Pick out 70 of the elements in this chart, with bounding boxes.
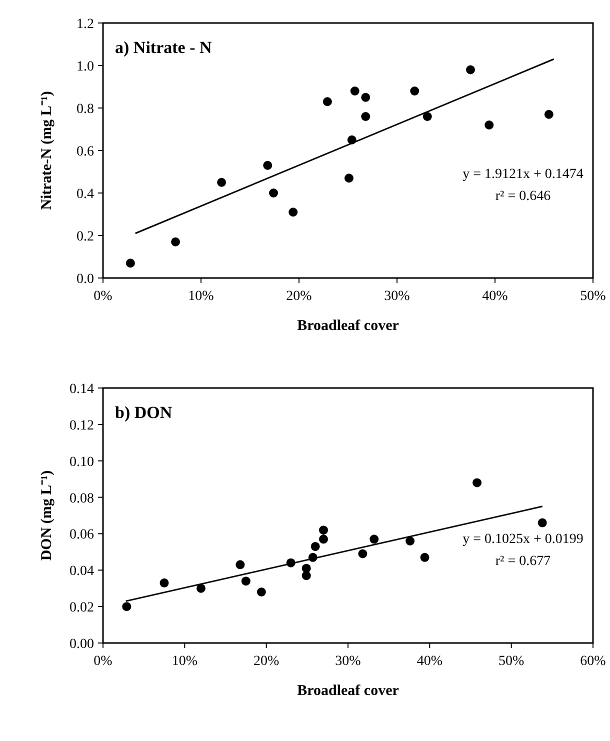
x-tick-label: 20% [286,289,312,304]
y-tick-label: 1.0 [76,60,94,74]
annotation: r² = 0.646 [495,189,551,204]
y-tick-label: 0.14 [70,382,94,397]
point [484,120,494,130]
y-tick-label: 0.4 [76,187,94,202]
x-tick-label: 20% [253,654,280,669]
x-tick-label: 0% [94,654,113,669]
point [319,534,328,544]
y-tick-label: 0.10 [70,454,94,470]
point [410,86,420,96]
point [361,92,370,102]
text: a) Nitrate - N [115,38,212,57]
text: b) DON [115,403,173,422]
y-tick-label: 0.02 [70,600,94,616]
point [466,65,475,74]
y-axis-title: Nitrate-N (mg L⁻¹) [39,91,55,210]
point [196,584,206,593]
point [544,110,554,119]
point [310,542,320,551]
y-tick-label: 0.00 [70,637,94,652]
annotation: y = 1.9121x + 0.1474 [462,167,584,182]
point [256,588,266,596]
point [217,178,226,187]
x-tick-label: 50% [498,654,524,669]
point [241,576,250,586]
y-tick-label: 1.2 [76,17,94,32]
y-axis-title: DON (mg L⁻¹) [39,470,55,561]
point [361,112,370,121]
point [350,86,360,96]
point [344,174,354,183]
point [302,571,311,580]
x-tick-label: 60% [580,654,606,669]
point [263,160,272,170]
point [370,534,379,544]
x-tick-label: 30% [384,289,410,304]
x-tick-label: 10% [188,289,214,304]
x-axis-title: Broadleaf cover [297,683,400,699]
point [358,549,368,558]
x-tick-label: 50% [580,289,606,304]
point [319,526,328,535]
x-tick-label: 10% [172,654,198,669]
y-tick-label: 0.12 [70,418,94,434]
point [171,237,180,246]
annotation: y = 0.1025x + 0.0199 [462,532,584,547]
y-tick-label: 0.04 [70,564,94,580]
point [322,97,332,106]
x-tick-label: 40% [482,289,508,304]
point [236,560,245,570]
point [420,552,430,562]
point [422,112,432,121]
y-tick-label: 0.06 [70,528,94,543]
point [126,258,135,268]
point [288,208,298,217]
x-tick-label: 0% [94,289,113,304]
point [122,602,132,612]
y-tick-label: 0.0 [76,272,94,287]
y-tick-label: 0.6 [76,144,94,160]
point [538,518,547,528]
y-tick-label: 0.2 [76,230,94,244]
x-tick-label: 30% [335,654,362,669]
y-tick-label: 0.8 [76,102,94,117]
annotation: r² = 0.677 [495,554,551,569]
point [406,536,415,546]
x-axis-title: Broadleaf cover [297,318,400,334]
point [160,578,169,588]
y-tick-label: 0.08 [70,491,94,506]
point [472,478,482,488]
x-tick-label: 40% [416,654,443,669]
point [269,188,278,198]
